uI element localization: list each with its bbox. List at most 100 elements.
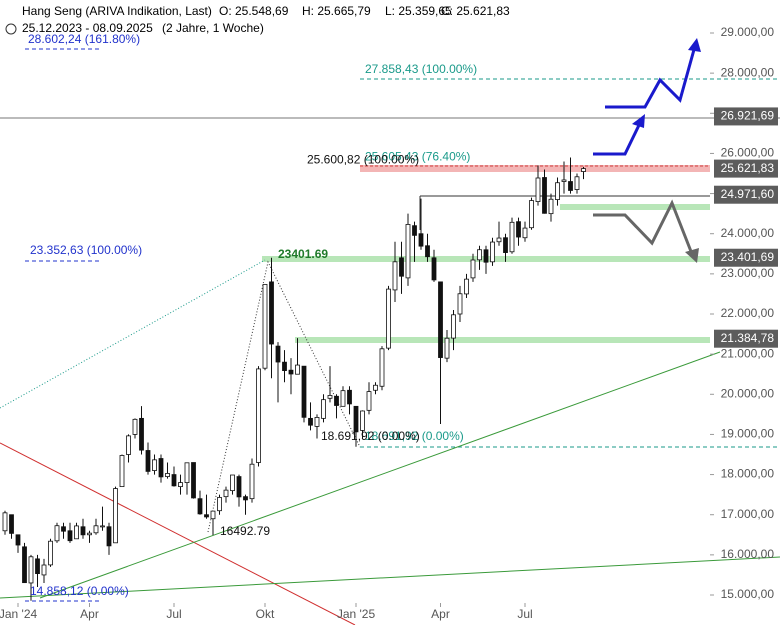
level-label: 21.384,78	[721, 331, 775, 345]
candle-body	[477, 249, 482, 261]
arrow	[605, 45, 697, 109]
x-tick-label: Apr	[80, 607, 99, 621]
candle-body	[132, 418, 138, 435]
candle-body	[353, 405, 359, 433]
candle-body	[243, 496, 248, 501]
candle-body	[399, 257, 404, 277]
candle-body	[204, 514, 209, 518]
candle-body	[366, 391, 372, 411]
candle-body	[119, 455, 125, 488]
candle-body	[379, 348, 385, 387]
level-box	[714, 159, 778, 178]
candle-body	[165, 473, 170, 477]
candle-body	[217, 497, 222, 512]
candle-body	[288, 369, 294, 375]
candle-body	[41, 564, 47, 576]
candle-body	[308, 417, 313, 426]
zone	[360, 165, 710, 172]
x-tick-label: Jul	[166, 607, 181, 621]
y-tick-label: 19.000,00	[721, 427, 775, 441]
arrow	[593, 199, 694, 255]
candle-body	[490, 241, 495, 263]
candle-body	[139, 417, 144, 451]
candle-body	[256, 368, 261, 463]
candle-body	[262, 284, 268, 369]
candle-body	[451, 314, 456, 339]
candle-body	[314, 417, 320, 427]
candle-body	[457, 293, 463, 315]
candle-body	[80, 526, 86, 536]
trend-line	[39, 351, 721, 599]
candle-body	[15, 534, 21, 546]
trend-line	[0, 259, 266, 409]
candle-body	[35, 558, 40, 575]
level-box	[714, 329, 778, 348]
candle-body	[126, 435, 131, 455]
level-label: 26.921,69	[721, 109, 775, 123]
ohlc: L: 25.359,65	[385, 4, 452, 18]
candle-body	[301, 365, 307, 418]
candle-body	[412, 225, 417, 236]
candle-body	[61, 526, 66, 532]
annotation: 18.691,92 (0.00%)	[321, 429, 420, 443]
candle-body	[340, 390, 346, 407]
candle-body	[568, 181, 573, 191]
annotation: 28.602,24 (161.80%)	[28, 32, 140, 46]
level-box	[714, 107, 778, 126]
candle-body	[236, 476, 242, 498]
candle-body	[230, 474, 235, 492]
y-tick-label: 29.000,00	[721, 25, 775, 39]
y-tick-label: 22.000,00	[721, 306, 775, 320]
arrow-head	[632, 114, 645, 128]
candle-body	[438, 281, 443, 358]
candle-body	[178, 482, 183, 488]
y-tick-label: 18.000,00	[721, 467, 775, 481]
trend-line	[0, 556, 780, 599]
candle-body	[197, 498, 203, 515]
x-tick-label: Jan '24	[0, 607, 37, 621]
candle-body	[496, 237, 502, 243]
candle-body	[542, 177, 547, 214]
candle-body	[145, 450, 151, 472]
candle-body	[48, 540, 53, 566]
candle-body	[22, 546, 27, 584]
candle-body	[522, 227, 528, 239]
level-label: 23.401,69	[721, 250, 775, 264]
x-tick-label: Apr	[431, 607, 450, 621]
candle-body	[74, 525, 79, 540]
candle-body	[249, 463, 255, 500]
candle-body	[54, 525, 60, 542]
subtitle: 25.12.2023 - 08.09.2025	[22, 21, 153, 35]
candle-body	[295, 364, 300, 375]
candle-body	[158, 458, 164, 478]
candle-body	[321, 399, 326, 419]
candle-body	[275, 345, 281, 363]
candle-body	[347, 389, 352, 405]
candle-body	[269, 281, 274, 345]
candle-body	[470, 259, 476, 279]
candle-body	[529, 200, 534, 229]
candle-body	[535, 177, 541, 202]
candle-body	[444, 337, 450, 359]
candle-body	[418, 233, 424, 247]
title: Hang Seng (ARIVA Indikation, Last)	[22, 4, 212, 18]
x-tick-label: Jan '25	[337, 607, 376, 621]
candle-body	[171, 474, 177, 487]
candle-body	[9, 514, 14, 534]
candle-body	[509, 221, 515, 253]
y-tick-label: 17.000,00	[721, 507, 775, 521]
candle-body	[581, 168, 586, 172]
candle-body	[191, 462, 196, 499]
layout-lines	[0, 38, 780, 625]
candle-body	[113, 488, 118, 544]
y-tick-label: 23.000,00	[721, 266, 775, 280]
period: (2 Jahre, 1 Woche)	[162, 21, 264, 35]
level-box	[714, 185, 778, 204]
candle-body	[282, 361, 287, 372]
candle-body	[93, 525, 99, 534]
candle-body	[360, 410, 365, 431]
zone	[560, 204, 710, 210]
candle-body	[425, 245, 430, 258]
level-label: 24.971,60	[721, 187, 775, 201]
y-tick-label: 24.000,00	[721, 226, 775, 240]
